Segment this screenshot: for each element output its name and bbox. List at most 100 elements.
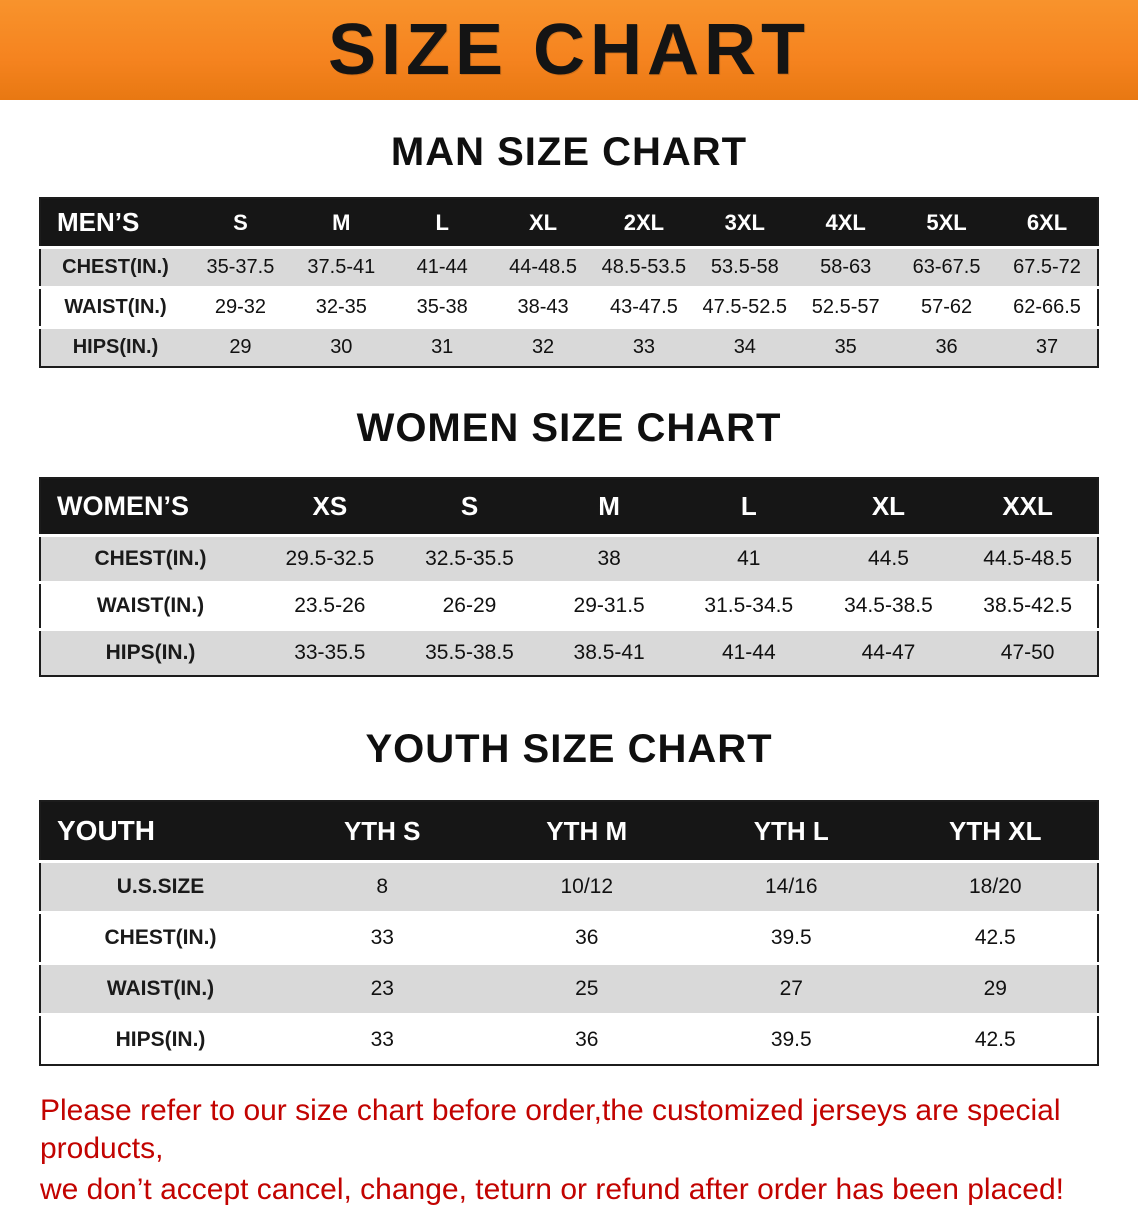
measurement-label: WAIST(IN.) — [106, 977, 215, 1000]
table-corner-label: YOUTH — [40, 801, 280, 862]
measurement-value: 42.5 — [974, 1028, 1016, 1051]
measurement-value: 41-44 — [721, 641, 776, 664]
measurement-value: 32.5-35.5 — [425, 547, 514, 570]
measurement-value: 57-62 — [920, 296, 973, 318]
size-header-row: MEN’S S M L XL 2XL 3XL 4XL 5XL 6XL — [40, 198, 1098, 248]
measurement-row: HIPS(IN.) 33-35.5 35.5-38.5 38.5-41 41-44 44-… — [40, 629, 1098, 676]
measurement-value: 14/16 — [764, 875, 818, 898]
measurement-row: CHEST(IN.) 33 36 39.5 42.5 — [40, 912, 1098, 964]
measurement-value: 44-48.5 — [509, 256, 577, 278]
measurement-value: 42.5 — [974, 926, 1016, 949]
measurement-value: 39.5 — [770, 926, 812, 949]
measurement-label: U.S.SIZE — [116, 875, 205, 898]
size-column-header: XS — [260, 478, 400, 536]
measurement-value: 27 — [779, 977, 803, 1000]
disclaimer-line-2: we don’t accept cancel, change, teturn o… — [40, 1173, 1064, 1206]
measurement-value: 36 — [575, 926, 599, 949]
size-column-header: 6XL — [997, 198, 1098, 248]
measurement-value: 47-50 — [1000, 641, 1055, 664]
measurement-value: 33 — [370, 926, 394, 949]
size-column-header: S — [399, 478, 540, 536]
measurement-value: 38.5-42.5 — [983, 594, 1073, 617]
measurement-label: WAIST(IN.) — [64, 296, 167, 318]
measurement-value: 38 — [597, 547, 621, 570]
measurement-value: 35 — [834, 336, 857, 358]
measurement-value: 36 — [575, 1028, 599, 1051]
size-column-header: L — [678, 478, 819, 536]
measurement-value: 37.5-41 — [307, 256, 376, 278]
measurement-value: 33 — [632, 336, 656, 358]
table-corner-label: MEN’S — [40, 198, 190, 248]
size-column-header: YTH S — [280, 801, 485, 862]
measurement-value: 41 — [737, 547, 761, 570]
women-section-heading: WOMEN SIZE CHART — [356, 406, 782, 450]
youth-size-table: YOUTH YTH S YTH M YTH L YTH XL U.S.SIZE 8 10/12… — [39, 800, 1099, 1066]
measurement-value: 31 — [431, 336, 454, 358]
men-section-heading: MAN SIZE CHART — [390, 130, 748, 174]
measurement-value: 10/12 — [560, 875, 614, 898]
size-column-header: S — [190, 198, 291, 248]
measurement-row: WAIST(IN.) 23.5-26 26-29 29-31.5 31.5-34.5 34… — [40, 582, 1098, 630]
size-column-header: 5XL — [896, 198, 997, 248]
measurement-value: 29-31.5 — [573, 594, 645, 617]
size-column-header: YTH L — [689, 801, 894, 862]
measurement-value: 26-29 — [442, 594, 497, 617]
measurement-value: 44.5 — [868, 547, 909, 570]
measurement-value: 29 — [229, 336, 252, 358]
disclaimer-note: Please refer to our size chart before or… — [40, 1092, 1138, 1209]
measurement-value: 52.5-57 — [811, 296, 880, 318]
measurement-value: 44-47 — [861, 641, 916, 664]
measurement-value: 44.5-48.5 — [983, 547, 1073, 570]
measurement-label: HIPS(IN.) — [115, 1028, 206, 1051]
measurement-value: 32 — [531, 336, 555, 358]
measurement-row: WAIST(IN.) 23 25 27 29 — [40, 963, 1098, 1015]
measurement-value: 53.5-58 — [710, 256, 779, 278]
table-corner-label: WOMEN’S — [40, 478, 260, 536]
measurement-value: 23 — [370, 977, 394, 1000]
measurement-value: 33-35.5 — [294, 641, 366, 664]
size-column-header: XL — [818, 478, 959, 536]
measurement-value: 34.5-38.5 — [844, 594, 933, 617]
youth-section-heading: YOUTH SIZE CHART — [365, 727, 773, 771]
size-column-header: YTH XL — [893, 801, 1098, 862]
measurement-row: WAIST(IN.) 29-32 32-35 35-38 38-43 43-47.5 47.… — [40, 287, 1098, 328]
measurement-value: 25 — [575, 977, 599, 1000]
size-column-header: 4XL — [795, 198, 897, 248]
section-youth: YOUTH SIZE CHART YOUTH YTH S YTH M YTH L YTH… — [0, 727, 1138, 1066]
measurement-value: 39.5 — [770, 1028, 812, 1051]
disclaimer-line-1: Please refer to our size chart before or… — [40, 1094, 1061, 1165]
size-header-row: YOUTH YTH S YTH M YTH L YTH XL — [40, 801, 1098, 862]
measurement-value: 35.5-38.5 — [425, 641, 514, 664]
measurement-value: 18/20 — [968, 875, 1022, 898]
women-size-table: WOMEN’S XS S M L XL XXL CHEST(IN.) 29.5-32.5 32.5… — [39, 477, 1099, 677]
size-column-header: M — [290, 198, 392, 248]
measurement-value: 47.5-52.5 — [702, 296, 788, 318]
measurement-value: 32-35 — [315, 296, 367, 318]
measurement-row: HIPS(IN.) 33 36 39.5 42.5 — [40, 1014, 1098, 1065]
size-column-header: XXL — [958, 478, 1098, 536]
measurement-value: 35-38 — [416, 296, 468, 318]
measurement-value: 33 — [370, 1028, 394, 1051]
measurement-value: 62-66.5 — [1013, 296, 1081, 318]
size-column-header: M — [539, 478, 679, 536]
measurement-value: 29-32 — [214, 296, 267, 318]
measurement-value: 8 — [376, 875, 389, 898]
measurement-value: 41-44 — [416, 256, 468, 278]
size-chart-banner: SIZE CHART — [0, 0, 1138, 100]
measurement-row: HIPS(IN.) 29 30 31 32 33 34 35 36 37 — [40, 327, 1098, 367]
men-size-table: MEN’S S M L XL 2XL 3XL 4XL 5XL 6XL CHEST(IN.) 35-37… — [39, 197, 1099, 368]
measurement-label: CHEST(IN.) — [94, 547, 207, 570]
measurement-label: CHEST(IN.) — [104, 926, 217, 949]
size-column-header: YTH M — [484, 801, 689, 862]
measurement-label: HIPS(IN.) — [72, 336, 159, 358]
measurement-label: CHEST(IN.) — [62, 256, 169, 278]
measurement-value: 58-63 — [820, 256, 872, 278]
size-column-header: L — [391, 198, 493, 248]
section-men: MAN SIZE CHART MEN’S S M L XL 2XL 3XL 4XL 5XL 6XL… — [0, 130, 1138, 368]
measurement-value: 35-37.5 — [206, 256, 275, 278]
banner-title: SIZE CHART — [328, 10, 810, 90]
measurement-value: 30 — [330, 336, 353, 358]
size-column-header: XL — [492, 198, 594, 248]
size-column-header: 3XL — [694, 198, 796, 248]
